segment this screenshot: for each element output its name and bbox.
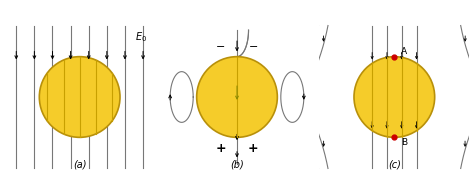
Text: +: + [216,142,226,155]
Text: B: B [401,139,407,147]
Text: $E_0$: $E_0$ [135,30,147,44]
Text: −: − [216,42,226,52]
Circle shape [39,57,120,137]
Text: (a): (a) [73,160,86,170]
Text: (c): (c) [388,160,401,170]
Text: +: + [248,142,258,155]
Circle shape [354,57,435,137]
Text: −: − [248,42,258,52]
Circle shape [197,57,277,137]
Text: A: A [401,47,407,55]
Text: (b): (b) [230,160,244,170]
